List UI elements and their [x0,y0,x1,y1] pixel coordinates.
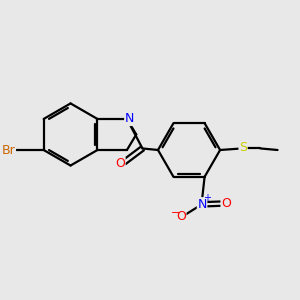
Text: Br: Br [2,143,15,157]
Text: O: O [115,158,125,170]
Text: N: N [197,198,207,211]
Text: −: − [171,208,180,218]
Text: S: S [239,141,247,154]
Text: N: N [125,112,134,125]
Text: O: O [221,197,231,210]
Text: O: O [176,210,186,223]
Text: +: + [203,193,211,203]
